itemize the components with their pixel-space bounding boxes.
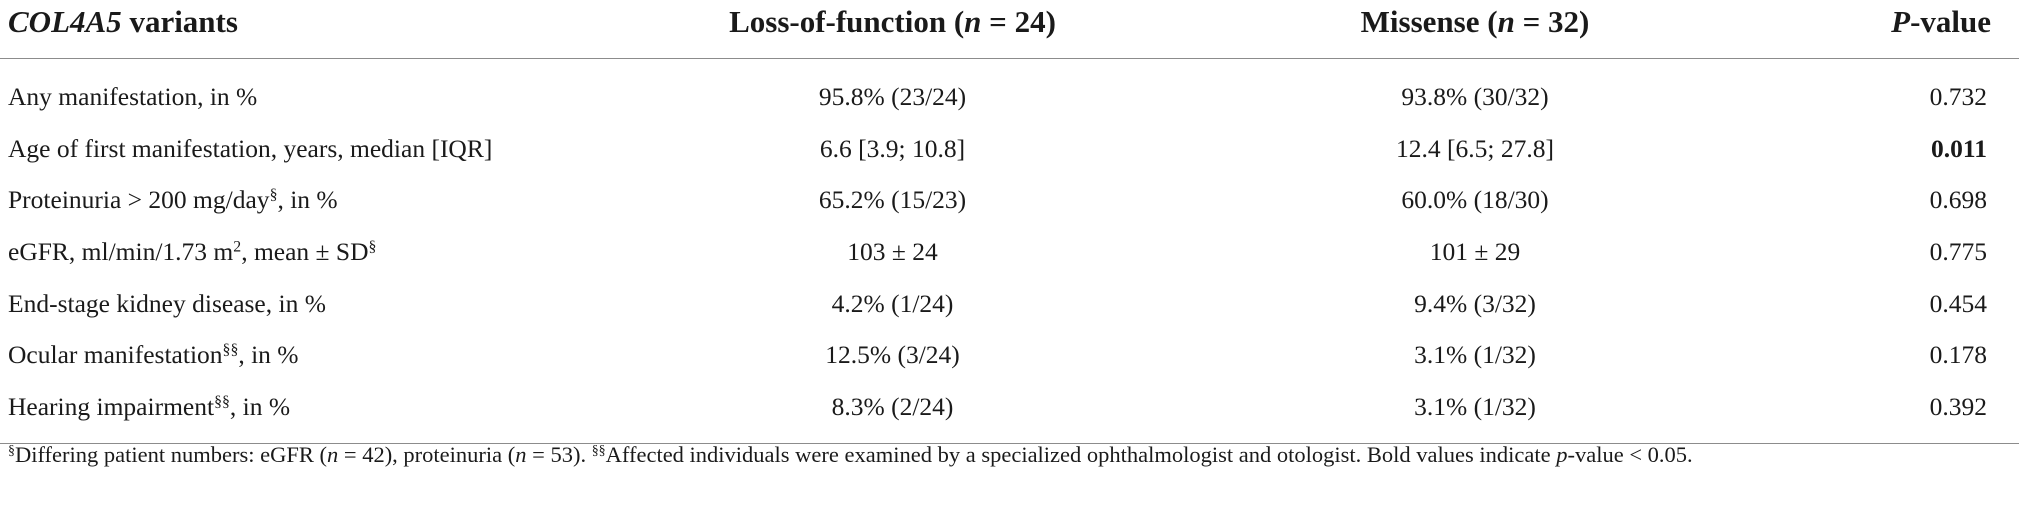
row-label: Any manifestation, in % xyxy=(0,59,620,123)
row-label: Ocular manifestation§§, in % xyxy=(0,329,620,381)
results-table-container: COL4A5 variants Loss-of-function (n = 24… xyxy=(0,0,2019,444)
lof-value: 95.8% (23/24) xyxy=(620,59,1165,123)
p-value: 0.698 xyxy=(1785,174,2019,226)
p-value: 0.011 xyxy=(1785,123,2019,175)
row-label: eGFR, ml/min/1.73 m2, mean ± SD§ xyxy=(0,226,620,278)
lof-value: 6.6 [3.9; 10.8] xyxy=(620,123,1165,175)
header-variants: COL4A5 variants xyxy=(0,0,620,59)
table-row: Proteinuria > 200 mg/day§, in % 65.2% (15… xyxy=(0,174,2019,226)
header-loss-of-function: Loss-of-function (n = 24) xyxy=(620,0,1165,59)
row-label: End-stage kidney disease, in % xyxy=(0,278,620,330)
lof-value: 65.2% (15/23) xyxy=(620,174,1165,226)
table-row: Any manifestation, in % 95.8% (23/24) 93.8… xyxy=(0,59,2019,123)
lof-value: 8.3% (2/24) xyxy=(620,381,1165,443)
missense-value: 3.1% (1/32) xyxy=(1165,381,1785,443)
row-label: Age of first manifestation, years, media… xyxy=(0,123,620,175)
missense-value: 9.4% (3/32) xyxy=(1165,278,1785,330)
missense-value: 3.1% (1/32) xyxy=(1165,329,1785,381)
table-row: End-stage kidney disease, in % 4.2% (1/24… xyxy=(0,278,2019,330)
lof-value: 103 ± 24 xyxy=(620,226,1165,278)
table-row: Age of first manifestation, years, media… xyxy=(0,123,2019,175)
row-label: Proteinuria > 200 mg/day§, in % xyxy=(0,174,620,226)
missense-value: 93.8% (30/32) xyxy=(1165,59,1785,123)
variant-comparison-table: COL4A5 variants Loss-of-function (n = 24… xyxy=(0,0,2019,444)
lof-value: 4.2% (1/24) xyxy=(620,278,1165,330)
table-footnote: §Differing patient numbers: eGFR (n = 42… xyxy=(8,440,2013,470)
table-row: Hearing impairment§§, in % 8.3% (2/24) 3.1… xyxy=(0,381,2019,443)
header-missense: Missense (n = 32) xyxy=(1165,0,1785,59)
lof-value: 12.5% (3/24) xyxy=(620,329,1165,381)
row-label: Hearing impairment§§, in % xyxy=(0,381,620,443)
missense-value: 60.0% (18/30) xyxy=(1165,174,1785,226)
p-value: 0.775 xyxy=(1785,226,2019,278)
header-p-value: P-value xyxy=(1785,0,2019,59)
p-value: 0.732 xyxy=(1785,59,2019,123)
table-row: eGFR, ml/min/1.73 m2, mean ± SD§ 103 ± 24… xyxy=(0,226,2019,278)
missense-value: 101 ± 29 xyxy=(1165,226,1785,278)
table-row: Ocular manifestation§§, in % 12.5% (3/24)… xyxy=(0,329,2019,381)
p-value: 0.178 xyxy=(1785,329,2019,381)
missense-value: 12.4 [6.5; 27.8] xyxy=(1165,123,1785,175)
p-value: 0.392 xyxy=(1785,381,2019,443)
table-header-row: COL4A5 variants Loss-of-function (n = 24… xyxy=(0,0,2019,59)
p-value: 0.454 xyxy=(1785,278,2019,330)
